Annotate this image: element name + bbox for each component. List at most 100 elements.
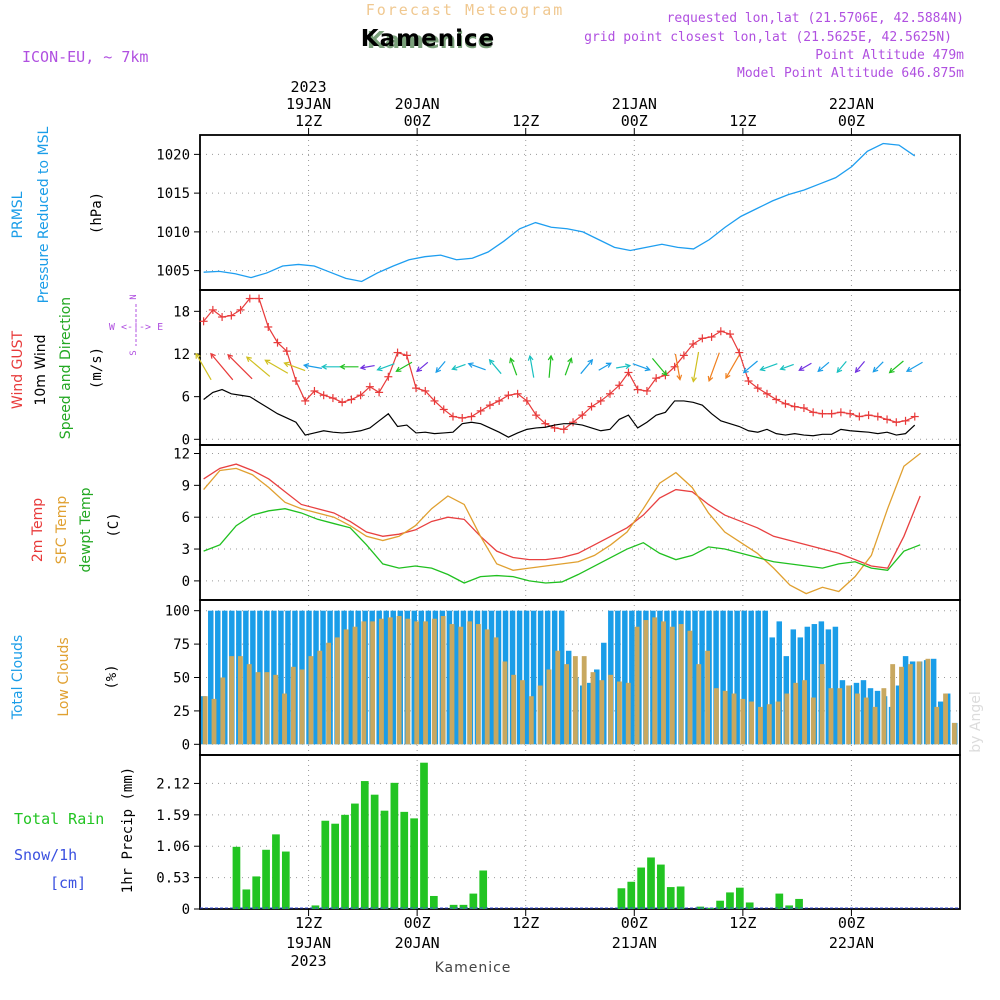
total-cloud-bar xyxy=(741,610,747,745)
gust-marker xyxy=(485,401,494,410)
total-cloud-bar xyxy=(832,626,839,745)
svg-text:PRMSL: PRMSL xyxy=(10,191,26,238)
model-label: ICON-EU, ~ 7km xyxy=(22,48,148,66)
low-cloud-bar xyxy=(528,696,534,745)
low-cloud-bar xyxy=(705,650,711,745)
gust-marker xyxy=(790,402,799,411)
rain-bar xyxy=(745,902,754,909)
rain-bar xyxy=(647,857,655,909)
total-cloud-bar xyxy=(874,690,881,745)
gust-marker xyxy=(827,409,836,418)
gust-marker xyxy=(762,389,771,398)
low-cloud-bar xyxy=(696,664,702,745)
bottom-tick-date: 19JAN xyxy=(286,934,331,952)
pressure-labels: PRMSL Pressure Reduced to MSL (hPa) xyxy=(10,126,105,303)
rain-bar xyxy=(341,814,349,909)
gridpoint-coords: grid point closest lon,lat (21.5625E, 42… xyxy=(584,30,952,45)
low-cloud-bar xyxy=(317,650,323,745)
rain-bar xyxy=(637,867,645,909)
low-cloud-bar xyxy=(599,680,605,745)
requested-coords: requested lon,lat (21.5706E, 42.5884N) xyxy=(667,11,964,26)
low-cloud-bar xyxy=(502,661,508,745)
low-cloud-bar xyxy=(846,685,852,745)
wind-arrow xyxy=(580,358,594,375)
low-cloud-bar xyxy=(608,674,614,745)
gust-marker xyxy=(910,412,919,421)
total-cloud-bar xyxy=(860,680,867,745)
low-cloud-bar xyxy=(934,706,940,745)
total-cloud-bar xyxy=(937,701,944,745)
bottom-tick-date: 21JAN xyxy=(612,934,657,952)
low-cloud-bar xyxy=(405,618,411,745)
y-tick-label: 3 xyxy=(182,542,190,558)
total-cloud-bar xyxy=(481,610,488,745)
wind-line xyxy=(203,388,916,438)
location-title-shadow: Kamenice xyxy=(367,28,493,54)
total-cloud-bar xyxy=(446,610,453,745)
gust-marker xyxy=(679,351,688,360)
total-cloud-bar xyxy=(551,610,558,745)
low-cloud-bar xyxy=(625,682,631,745)
rain-bar xyxy=(716,900,724,909)
total-cloud-bar xyxy=(530,610,537,745)
low-cloud-bar xyxy=(326,642,332,745)
gust-marker xyxy=(541,419,550,428)
svg-text:(hPa): (hPa) xyxy=(89,192,105,234)
top-tick-date: 20JAN xyxy=(395,95,440,113)
gust-marker xyxy=(467,412,476,421)
gust-marker xyxy=(301,396,310,405)
low-cloud-bar xyxy=(775,701,781,745)
rain-bar xyxy=(469,893,478,909)
low-cloud-bar xyxy=(511,674,517,745)
rain-bar xyxy=(666,887,675,909)
wind-arrow xyxy=(395,361,413,372)
y-tick-label: 1015 xyxy=(156,186,190,202)
y-tick-label: 9 xyxy=(182,478,190,494)
gust-marker xyxy=(402,351,411,360)
total-cloud-bar xyxy=(622,610,628,745)
bottom-tick-year: 2023 xyxy=(291,952,327,970)
total-cloud-bar xyxy=(594,669,600,745)
gust-marker xyxy=(873,412,882,421)
wind-arrow xyxy=(227,353,253,380)
low-cloud-bar xyxy=(537,685,543,745)
total-cloud-bar xyxy=(215,610,221,745)
total-cloud-bar xyxy=(615,610,621,745)
rain-bar xyxy=(726,892,734,909)
svg-text:(C): (C) xyxy=(106,512,122,537)
gust-marker xyxy=(559,425,568,434)
top-tick-hour: 00Z xyxy=(621,112,648,130)
total-cloud-bar xyxy=(348,610,354,745)
low-cloud-bar xyxy=(881,688,887,745)
low-cloud-bar xyxy=(854,693,860,745)
precip-labels: Total Rain Snow/1h [cm] 1hr Precip (mm) xyxy=(14,767,136,893)
rain-bar xyxy=(262,849,270,909)
wind-arrow xyxy=(598,362,612,371)
svg-text:10m Wind: 10m Wind xyxy=(33,334,49,405)
gust-marker xyxy=(319,391,328,400)
wind-arrow xyxy=(854,361,866,374)
total-cloud-bar xyxy=(713,610,719,745)
wind-arrow xyxy=(376,363,395,372)
low-cloud-bar xyxy=(379,618,384,745)
y-tick-label: 6 xyxy=(182,510,190,526)
gust-marker xyxy=(624,368,633,377)
low-cloud-bar xyxy=(617,681,622,745)
rain-bar xyxy=(311,905,320,909)
gust-marker xyxy=(642,386,651,395)
wind-arrow xyxy=(264,359,289,374)
low-cloud-bar xyxy=(370,621,376,745)
y-tick-label: 1.06 xyxy=(156,839,190,855)
rain-bar xyxy=(360,781,369,909)
gust-marker xyxy=(430,396,439,405)
wind-arrow xyxy=(759,363,778,372)
gust-marker xyxy=(809,408,818,417)
gust-marker xyxy=(199,317,208,326)
wind-arrow xyxy=(742,360,758,374)
gust-marker xyxy=(255,294,264,303)
low-cloud-bar xyxy=(810,697,816,745)
y-tick-label: 12 xyxy=(173,347,190,363)
total-cloud-bar xyxy=(902,656,909,745)
wind-arrow xyxy=(488,358,502,375)
rain-bar xyxy=(400,811,409,909)
